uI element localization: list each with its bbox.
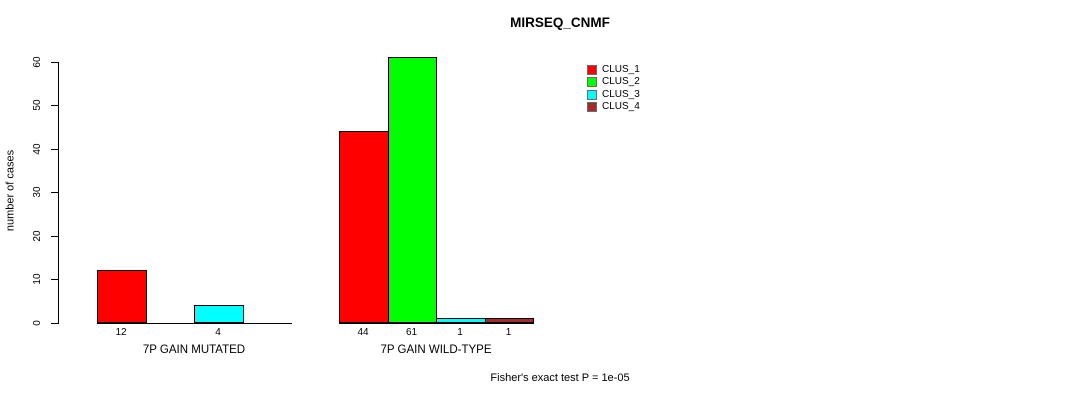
- y-axis-line: [58, 61, 59, 324]
- y-tick-label: 10: [32, 273, 43, 285]
- bar-clus_1: [339, 131, 389, 324]
- plot-title: MIRSEQ_CNMF: [510, 15, 610, 30]
- bar-value-label: 1: [457, 327, 463, 338]
- legend-label: CLUS_4: [602, 101, 640, 113]
- legend-swatch: [587, 89, 597, 100]
- bar-value-label: 1: [505, 327, 512, 338]
- x-group-label: 7P GAIN WILD-TYPE: [380, 344, 492, 356]
- legend-item: CLUS_1: [587, 64, 640, 76]
- y-tick: [51, 61, 58, 63]
- legend-swatch: [587, 77, 597, 88]
- fisher-test-caption: Fisher's exact test P = 1e-05: [490, 372, 630, 384]
- bar-value-label: 61: [405, 327, 418, 338]
- bar-clus_2: [387, 57, 437, 324]
- bar-value-label: 44: [357, 327, 369, 338]
- legend: CLUS_1 CLUS_2 CLUS_3 CLUS_4: [587, 64, 640, 113]
- legend-swatch: [587, 65, 597, 76]
- x-group-label: 7P GAIN MUTATED: [142, 344, 246, 356]
- bar-value-label: 4: [215, 327, 221, 338]
- y-tick: [51, 105, 58, 106]
- y-tick-label: 0: [32, 319, 43, 326]
- legend-label: CLUS_2: [602, 76, 640, 88]
- legend-label: CLUS_3: [602, 88, 640, 100]
- bar-value-label: 12: [115, 327, 127, 338]
- bar-clus_1: [97, 270, 147, 324]
- y-tick: [51, 148, 58, 150]
- y-tick: [51, 235, 58, 237]
- legend-swatch: [587, 102, 597, 113]
- y-axis-label: number of cases: [4, 149, 17, 232]
- y-tick: [51, 322, 58, 324]
- bar-clus_3: [436, 318, 486, 324]
- y-tick-label: 60: [32, 55, 43, 68]
- y-tick: [51, 279, 58, 280]
- y-tick: [51, 192, 58, 193]
- legend-item: CLUS_2: [587, 76, 640, 88]
- bar-clus_4: [484, 318, 534, 324]
- bar-clus_3: [194, 305, 244, 324]
- legend-item: CLUS_3: [587, 89, 640, 101]
- y-tick-label: 30: [32, 186, 43, 198]
- y-tick-label: 20: [32, 229, 43, 242]
- y-tick-label: 50: [32, 99, 43, 111]
- y-tick-label: 40: [32, 142, 43, 155]
- legend-label: CLUS_1: [602, 64, 640, 76]
- legend-item: CLUS_4: [587, 101, 640, 113]
